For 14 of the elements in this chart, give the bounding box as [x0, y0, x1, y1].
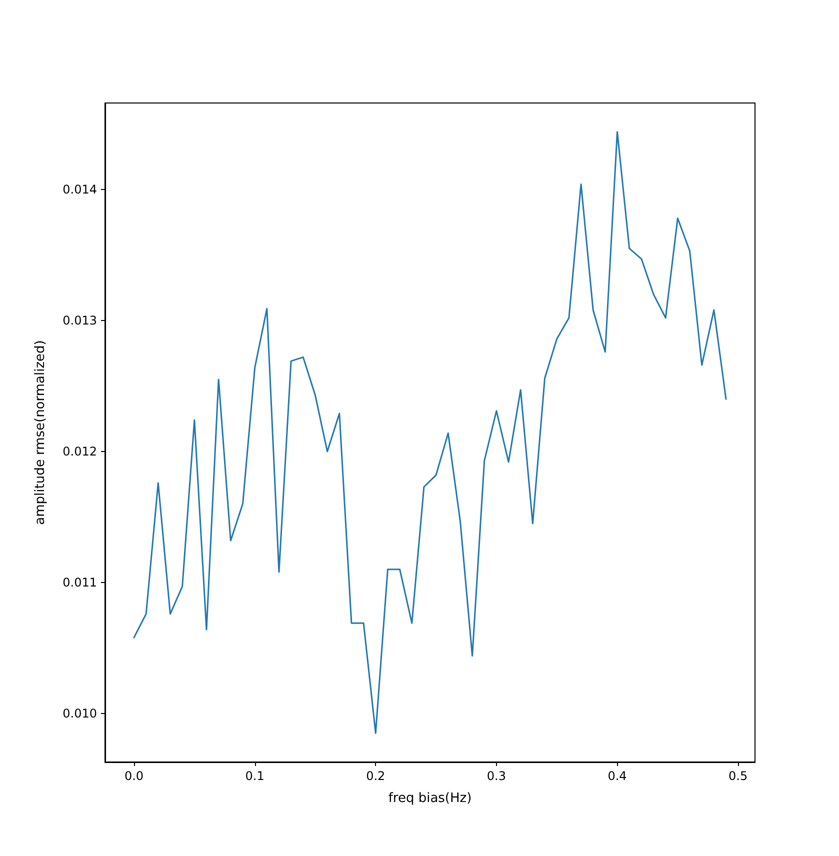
x-tick-label: 0.4 [608, 769, 627, 783]
y-tick-label: 0.013 [62, 313, 97, 328]
y-tick-label: 0.010 [62, 706, 97, 721]
x-tick-label: 0.2 [366, 769, 386, 783]
x-tick-label: 0.3 [486, 769, 506, 783]
x-tick-label: 0.0 [124, 769, 144, 783]
y-tick-label: 0.011 [62, 576, 97, 590]
line-series [133, 131, 727, 734]
y-axis-title: amplitude rmse(normalized) [33, 340, 48, 525]
x-tick-label: 0.5 [728, 769, 748, 783]
x-axis-title: freq bias(Hz) [388, 791, 472, 806]
y-tick-label: 0.012 [62, 444, 97, 458]
y-tick-label: 0.014 [62, 182, 97, 196]
x-tick-label: 0.1 [245, 769, 264, 783]
